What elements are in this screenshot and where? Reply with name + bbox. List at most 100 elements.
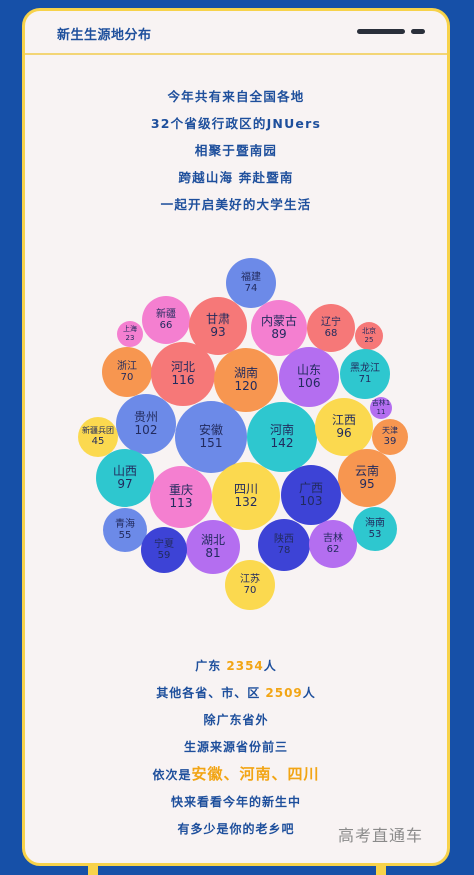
bubble-name: 江苏	[240, 573, 260, 585]
intro-line: 今年共有来自全国各地	[167, 89, 305, 104]
card-stub-right	[376, 866, 386, 875]
bubble-value: 116	[171, 372, 195, 387]
bubble-value: 23	[125, 333, 135, 342]
bubble-name: 甘肃	[205, 311, 230, 326]
bubble-name: 新疆	[156, 308, 176, 320]
bubble-name: 云南	[354, 463, 379, 478]
bubble-name: 陕西	[274, 533, 294, 545]
outro-text: 广东 2354人 其他各省、市、区 2509人 除广东省外 生源来源省份前三 依…	[25, 653, 447, 843]
bubble-20: 云南 95	[338, 449, 396, 507]
bubble-name: 北京	[362, 327, 376, 336]
outro-text-part: 广东	[195, 659, 227, 673]
bubble-value: 95	[359, 476, 375, 491]
bubble-name: 四川	[233, 481, 258, 496]
bubble-value: 70	[120, 371, 134, 383]
intro-line: 一起开启美好的大学生活	[160, 197, 312, 212]
bubble-24: 青海 55	[103, 508, 147, 552]
outro-line: 除广东省外	[203, 713, 269, 727]
bubble-15: 河南 142	[247, 402, 317, 472]
guangdong-count: 2354	[226, 659, 264, 673]
bubble-value: 11	[376, 407, 386, 416]
outro-line: 快来看看今年的新生中	[170, 795, 301, 809]
bubble-9: 湖南 120	[214, 348, 278, 412]
bubble-value: 66	[159, 319, 173, 331]
bubble-value: 68	[324, 327, 338, 339]
bubble-name: 安徽	[198, 422, 223, 437]
bubble-value: 53	[368, 528, 382, 540]
bubble-18: 新疆兵团 45	[78, 417, 118, 457]
bubble-value: 113	[169, 495, 193, 510]
bubble-3: 内蒙古 89	[251, 300, 307, 356]
bubble-value: 96	[336, 425, 352, 440]
bubble-23: 广西 103	[281, 465, 341, 525]
bubble-13: 贵州 102	[116, 394, 176, 454]
intro-line: 跨越山海 奔赴暨南	[178, 170, 294, 185]
page-title: 新生生源地分布	[57, 28, 152, 43]
bubble-25: 海南 53	[353, 507, 397, 551]
card-header: 新生生源地分布	[25, 11, 447, 55]
bubble-name: 吉林1	[371, 399, 391, 408]
bubble-name: 福建	[241, 271, 261, 283]
main-card: 新生生源地分布 今年共有来自全国各地 32个省级行政区的JNUers 相聚于暨南…	[22, 8, 450, 866]
intro-text: 今年共有来自全国各地 32个省级行政区的JNUers 相聚于暨南园 跨越山海 奔…	[25, 83, 447, 218]
outro-text-part: 人	[302, 686, 316, 700]
bubble-17: 天津 39	[372, 419, 408, 455]
bubble-value: 62	[326, 543, 340, 555]
intro-line: 相聚于暨南园	[194, 143, 278, 158]
bubble-28: 宁夏 59	[141, 527, 187, 573]
bubble-name: 河南	[269, 422, 294, 437]
bubble-30: 江苏 70	[225, 560, 275, 610]
bubble-value: 59	[157, 549, 171, 561]
intro-line: 32个省级行政区的JNUers	[150, 116, 322, 131]
outro-line-guangdong: 广东 2354人	[25, 653, 447, 680]
bubble-value: 70	[243, 584, 257, 596]
bubble-value: 81	[205, 545, 221, 560]
bubble-name: 新疆兵团	[82, 425, 114, 435]
bubble-value: 97	[117, 476, 133, 491]
bubble-10: 山东 106	[279, 347, 339, 407]
bubble-11: 黑龙江 71	[340, 349, 390, 399]
bubble-name: 浙江	[117, 360, 137, 372]
outro-line-top3: 依次是安徽、河南、四川	[25, 761, 447, 789]
outro-line: 生源来源省份前三	[183, 740, 288, 754]
bubble-26: 湖北 81	[186, 520, 240, 574]
bubble-name: 宁夏	[154, 538, 174, 550]
bubble-name: 山东	[296, 362, 321, 377]
outro-line-others: 其他各省、市、区 2509人	[25, 680, 447, 707]
bubble-name: 内蒙古	[260, 313, 297, 328]
outro-text-part: 人	[263, 659, 277, 673]
bubble-1: 新疆 66	[142, 296, 190, 344]
bubble-7: 浙江 70	[102, 347, 152, 397]
bubble-27: 陕西 78	[258, 519, 310, 571]
bubble-value: 74	[244, 282, 258, 294]
bubble-value: 103	[299, 493, 323, 508]
watermark-text: 高考直通车	[338, 826, 424, 845]
bubble-value: 78	[277, 544, 291, 556]
bubble-12: 吉林1 11	[370, 397, 392, 419]
bubble-value: 151	[199, 435, 223, 450]
bubble-value: 55	[118, 529, 132, 541]
outro-line: 有多少是你的老乡吧	[177, 822, 295, 836]
bubble-value: 102	[134, 422, 158, 437]
outro-text-part: 其他各省、市、区	[156, 686, 266, 700]
bubble-name: 青海	[115, 518, 135, 530]
others-count: 2509	[265, 686, 303, 700]
bubble-8: 河北 116	[151, 342, 215, 406]
bubble-name: 辽宁	[321, 316, 341, 328]
header-decoration-long	[357, 29, 405, 34]
bubble-value: 132	[234, 494, 258, 509]
bubble-6: 北京 25	[355, 322, 383, 350]
bubble-value: 120	[234, 378, 258, 393]
header-decoration-short	[411, 29, 425, 34]
bubble-name: 贵州	[133, 409, 158, 424]
bubble-name: 湖南	[233, 365, 258, 380]
bubble-name: 吉林	[323, 532, 343, 544]
top3-provinces: 安徽、河南、四川	[191, 765, 320, 783]
bubble-value: 89	[271, 326, 287, 341]
bubble-name: 天津	[382, 425, 398, 435]
bubble-value: 39	[383, 435, 397, 447]
bubble-name: 重庆	[168, 482, 193, 497]
bubble-value: 45	[91, 435, 105, 447]
bubble-name: 上海	[123, 325, 137, 334]
bubble-22: 四川 132	[212, 462, 280, 530]
